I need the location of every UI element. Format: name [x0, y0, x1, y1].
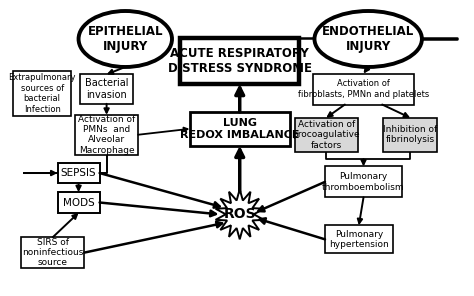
Text: Inhibition of
fibrinolysis: Inhibition of fibrinolysis — [383, 125, 438, 144]
Text: ACUTE RESPIRATORY
DISTRESS SYNDROME: ACUTE RESPIRATORY DISTRESS SYNDROME — [168, 47, 312, 75]
Text: Extrapulmonary
sources of
bacterial
Infection: Extrapulmonary sources of bacterial Infe… — [9, 73, 76, 114]
Text: Activation of
procoagulative
factors: Activation of procoagulative factors — [292, 120, 360, 150]
Ellipse shape — [314, 11, 422, 67]
Text: EPITHELIAL
INJURY: EPITHELIAL INJURY — [88, 25, 163, 53]
Text: ROS: ROS — [223, 207, 256, 221]
FancyBboxPatch shape — [57, 163, 100, 183]
FancyBboxPatch shape — [325, 225, 393, 253]
Text: Bacterial
invasion: Bacterial invasion — [85, 78, 128, 100]
Text: Activation of
PMNs  and
Alveolar
Macrophage: Activation of PMNs and Alveolar Macropha… — [78, 115, 135, 155]
FancyBboxPatch shape — [180, 38, 299, 84]
FancyBboxPatch shape — [57, 192, 100, 213]
Text: LUNG
REDOX IMBALANCE: LUNG REDOX IMBALANCE — [180, 118, 300, 140]
Text: SEPSIS: SEPSIS — [61, 168, 96, 178]
Text: Pulmonary
hypertension: Pulmonary hypertension — [329, 230, 389, 249]
Text: MODS: MODS — [63, 197, 94, 207]
FancyBboxPatch shape — [313, 74, 414, 104]
FancyBboxPatch shape — [325, 166, 402, 197]
FancyBboxPatch shape — [80, 74, 134, 104]
FancyBboxPatch shape — [295, 118, 358, 152]
Polygon shape — [216, 189, 264, 239]
Text: ENDOTHELIAL
INJURY: ENDOTHELIAL INJURY — [322, 25, 414, 53]
Text: SIRS of
noninfectious
source: SIRS of noninfectious source — [22, 238, 83, 268]
FancyBboxPatch shape — [75, 115, 138, 155]
Ellipse shape — [79, 11, 172, 67]
FancyBboxPatch shape — [383, 118, 437, 152]
Text: Pulmonary
thromboembolism: Pulmonary thromboembolism — [322, 172, 405, 192]
FancyBboxPatch shape — [21, 237, 84, 268]
FancyBboxPatch shape — [13, 71, 71, 116]
Text: Activation of
fibroblasts, PMNn and platelets: Activation of fibroblasts, PMNn and plat… — [298, 79, 429, 99]
FancyBboxPatch shape — [190, 112, 290, 146]
